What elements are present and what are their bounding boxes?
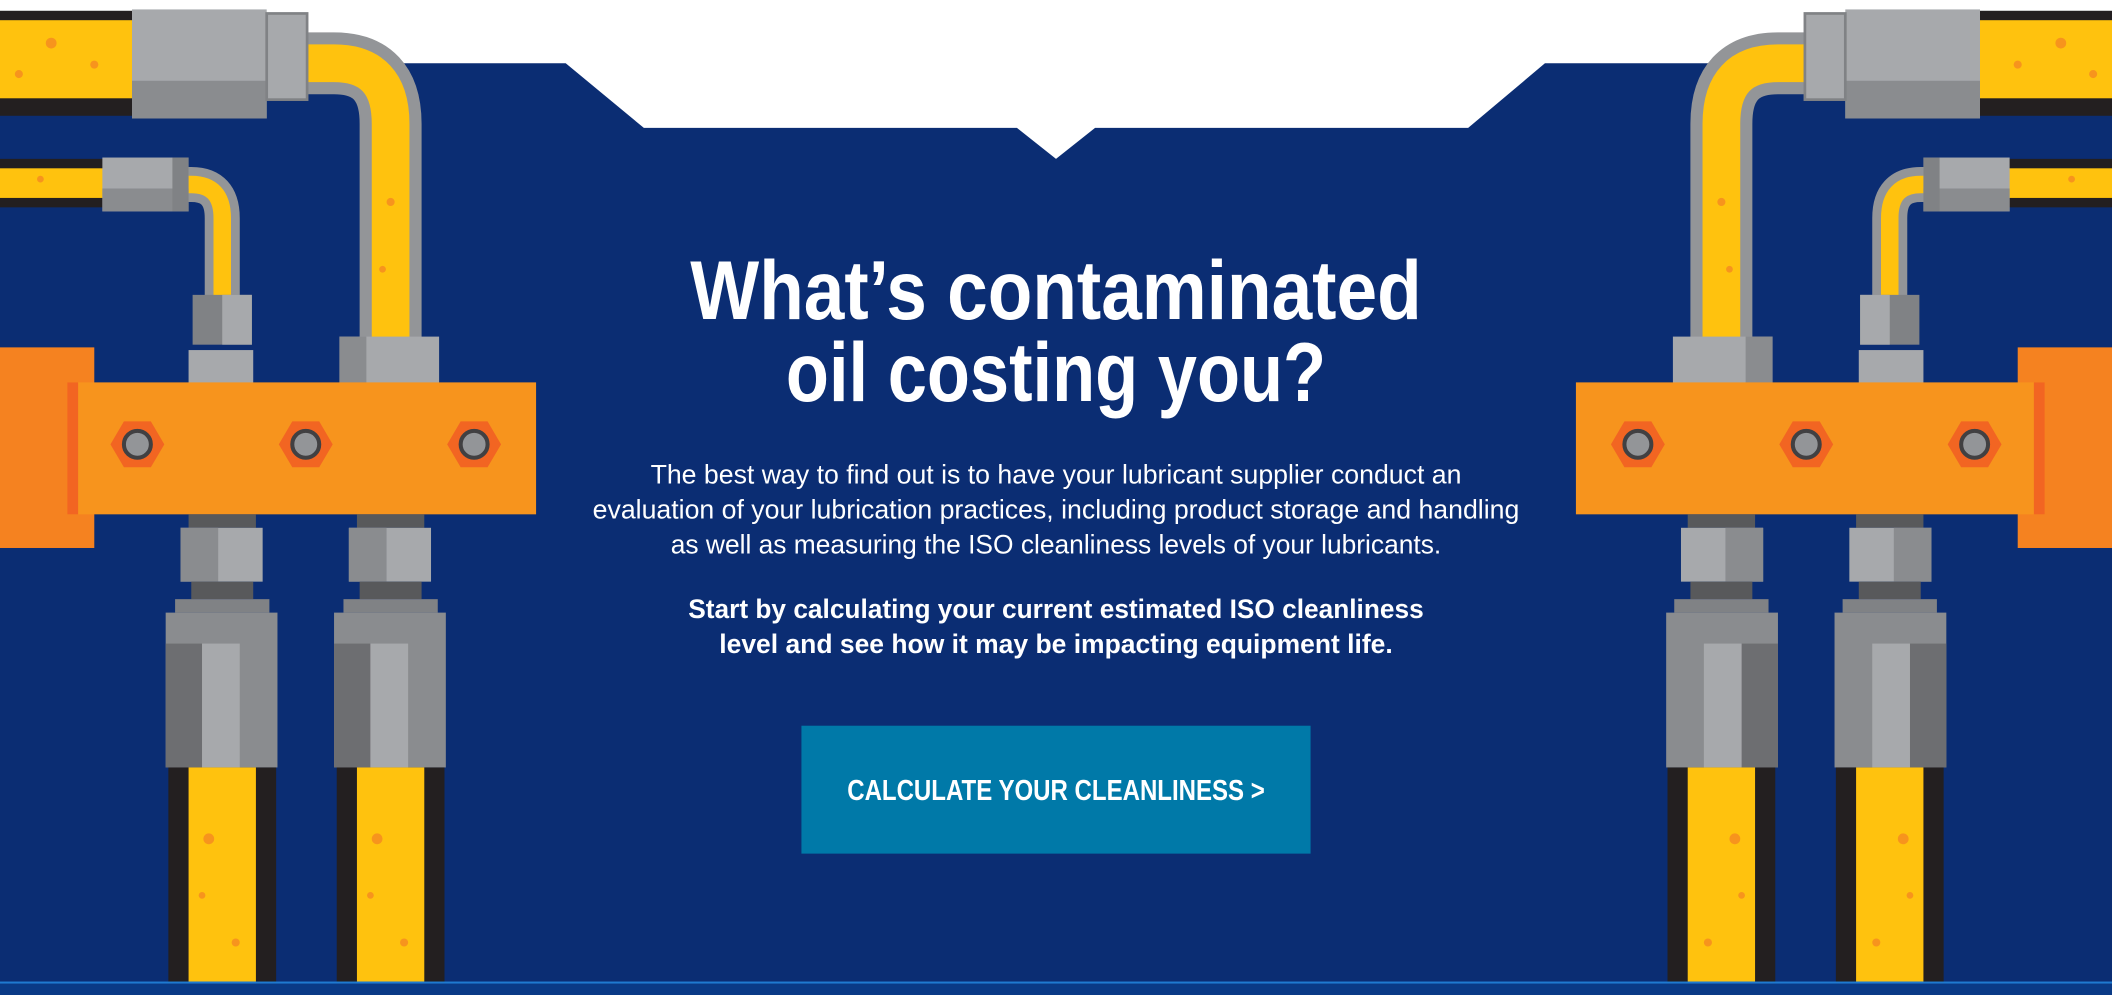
emphasis-line: level and see how it may be impacting eq… (719, 629, 1392, 659)
title-line: oil costing you? (786, 325, 1326, 419)
hero-scene: What’s contaminatedoil costing you? The b… (0, 0, 2112, 995)
page: What’s contaminatedoil costing you? The b… (0, 0, 2112, 995)
bottom-line (0, 982, 2112, 984)
body-line: The best way to find out is to have your… (651, 459, 1462, 489)
cta-button[interactable]: CALCULATE YOUR CLEANLINESS > (801, 726, 1310, 854)
body-line: as well as measuring the ISO cleanliness… (671, 529, 1441, 559)
body-line: evaluation of your lubrication practices… (593, 494, 1520, 524)
emphasis-line: Start by calculating your current estima… (688, 594, 1423, 624)
title-line: What’s contaminated (690, 243, 1421, 337)
button-label[interactable]: CALCULATE YOUR CLEANLINESS > (847, 774, 1265, 806)
